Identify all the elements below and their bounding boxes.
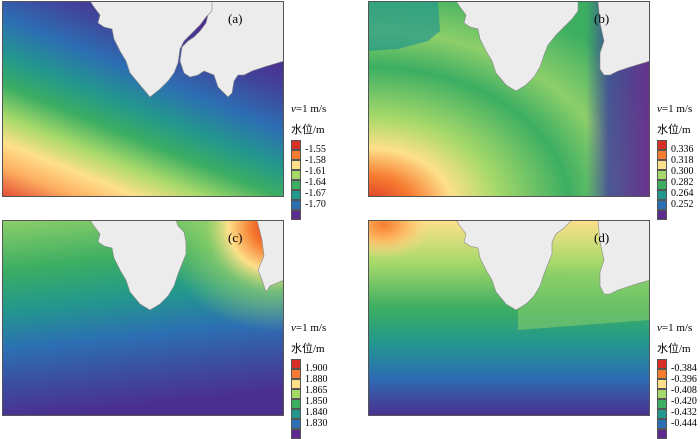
swatch: [291, 160, 301, 170]
swatch: [657, 170, 667, 180]
legend-b: v=1 m/s 水位/m 0.336 0.318 0.300 0.282 0.2…: [657, 103, 700, 220]
panel-a: (a): [2, 1, 284, 197]
swatch: [291, 389, 301, 399]
land-mass: [89, 220, 284, 311]
swatch: [291, 379, 301, 389]
velocity-scale: v=1 m/s: [657, 322, 693, 334]
legend-c: v=1 m/s 水位/m 1.900 1.880 1.865 1.850 1.8…: [291, 322, 343, 439]
tick-labels: 1.900 1.880 1.865 1.850 1.840 1.830: [305, 363, 328, 429]
map-d: (d): [368, 220, 650, 416]
swatch: [657, 369, 667, 379]
swatch: [291, 419, 301, 429]
map-a: (a): [2, 1, 284, 197]
swatch: [657, 190, 667, 200]
tick-labels: 0.336 0.318 0.300 0.282 0.264 0.252: [671, 144, 694, 210]
swatch: [657, 409, 667, 419]
swatch: [657, 150, 667, 160]
swatch: [657, 180, 667, 190]
panel-label: (c): [228, 230, 242, 245]
swatch: [291, 180, 301, 190]
color-swatches: [291, 359, 301, 439]
swatch: [291, 399, 301, 409]
swatch: [657, 160, 667, 170]
swatch: [291, 200, 301, 210]
panel-frame: [368, 220, 650, 416]
tick-labels: -0.384 -0.396 -0.408 -0.420 -0.432 -0.44…: [671, 363, 697, 429]
panel-frame: [368, 1, 650, 197]
panel-label: (b): [594, 11, 609, 26]
swatch: [291, 190, 301, 200]
swatch: [657, 140, 667, 150]
swatch: [657, 210, 667, 220]
color-swatches: [657, 140, 667, 220]
swatch: [657, 429, 667, 439]
land-mass: [455, 1, 650, 92]
swatch: [291, 150, 301, 160]
map-b: (b): [368, 1, 650, 197]
legend-a: v=1 m/s 水位/m -1.55 -1.58 -1.61 -1.64 -1.…: [291, 103, 343, 220]
swatch: [291, 210, 301, 220]
tick-labels: -1.55 -1.58 -1.61 -1.64 -1.67 -1.70: [305, 144, 326, 210]
swatch: [291, 409, 301, 419]
legend-title: 水位/m: [657, 124, 691, 136]
legend-title: 水位/m: [291, 124, 325, 136]
swatch: [291, 369, 301, 379]
swatch: [657, 359, 667, 369]
swatch: [291, 170, 301, 180]
map-c: (c): [2, 220, 284, 416]
panel-frame: [2, 220, 284, 416]
panel-d: (d): [368, 220, 650, 416]
land-mass: [89, 1, 284, 98]
panel-c: (c): [2, 220, 284, 416]
legend-d: v=1 m/s 水位/m -0.384 -0.396 -0.408 -0.420…: [657, 322, 700, 439]
velocity-scale: v=1 m/s: [291, 322, 327, 334]
swatch: [657, 389, 667, 399]
legend-title: 水位/m: [291, 343, 325, 355]
north-basin: [368, 1, 440, 51]
velocity-scale: v=1 m/s: [657, 103, 693, 115]
panel-label: (a): [228, 11, 242, 26]
color-swatches: [291, 140, 301, 220]
swatch: [657, 399, 667, 409]
swatch: [291, 359, 301, 369]
swatch: [657, 379, 667, 389]
panel-frame: [2, 1, 284, 197]
legend-title: 水位/m: [657, 343, 691, 355]
swatch: [291, 140, 301, 150]
swatch: [657, 419, 667, 429]
swatch: [657, 200, 667, 210]
panel-label: (d): [594, 230, 609, 245]
swatch: [291, 429, 301, 439]
velocity-scale: v=1 m/s: [291, 103, 327, 115]
land-mass: [455, 220, 650, 311]
panel-b: (b): [368, 1, 650, 197]
color-swatches: [657, 359, 667, 439]
